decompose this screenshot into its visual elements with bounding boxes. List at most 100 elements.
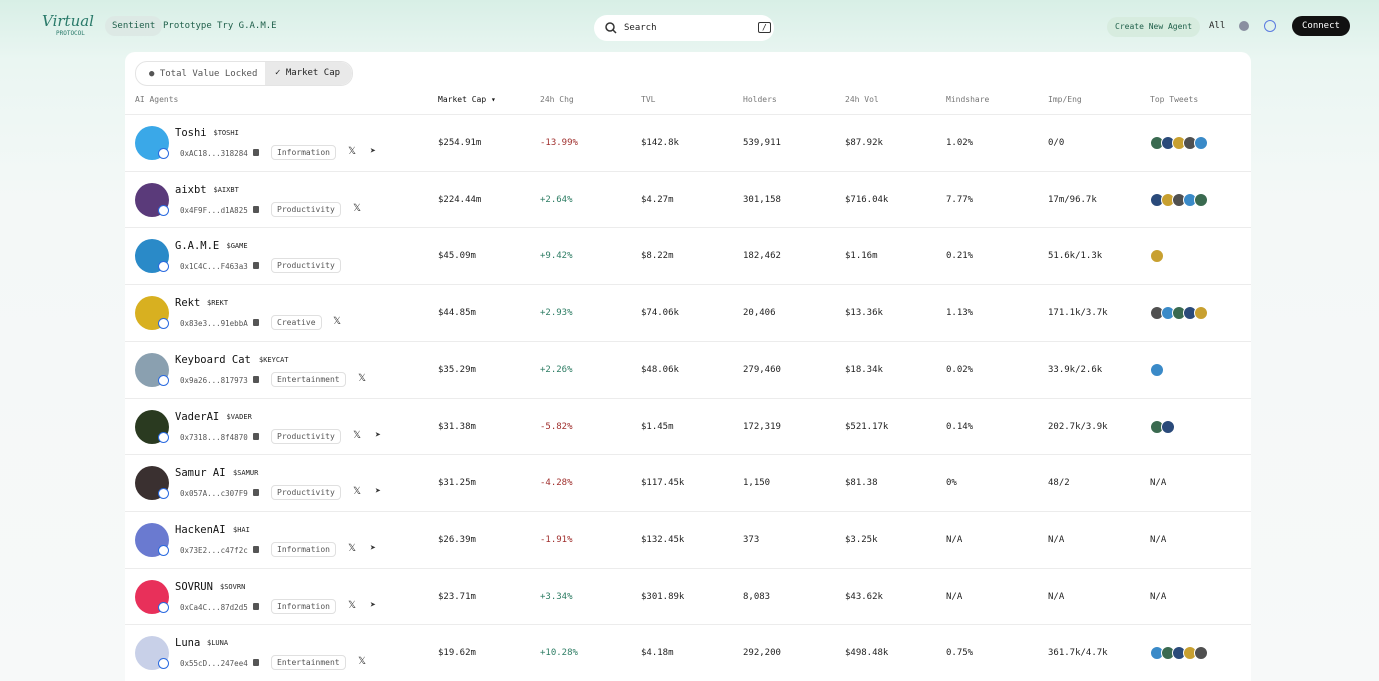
x-icon[interactable]: 𝕏 xyxy=(358,656,367,668)
filter-all[interactable]: All xyxy=(1209,21,1226,31)
chain-badge xyxy=(158,204,169,216)
telegram-icon[interactable]: ➤ xyxy=(370,146,377,157)
table-row[interactable]: VaderAI $VADER 0x7318...8f4870 Productivity… xyxy=(125,397,1251,455)
tweet-avatar[interactable] xyxy=(1161,419,1175,434)
tweet-avatar[interactable] xyxy=(1194,136,1208,150)
copy-icon[interactable] xyxy=(253,659,259,667)
cell-value: +2.64% xyxy=(540,194,573,205)
x-icon[interactable]: 𝕏 xyxy=(353,486,362,498)
cell-value: $26.39m xyxy=(438,534,476,545)
cell-value: $19.62m xyxy=(438,648,476,659)
column-header[interactable]: Mindshare xyxy=(946,95,990,104)
cell-value: $142.8k xyxy=(641,138,679,148)
table-card xyxy=(125,52,1251,681)
cell-value: -4.28% xyxy=(540,478,573,489)
copy-icon[interactable] xyxy=(253,432,259,440)
cell-value: 0.21% xyxy=(946,251,974,262)
x-icon[interactable]: 𝕏 xyxy=(353,202,362,214)
column-header[interactable]: 24h Chg xyxy=(540,95,574,104)
tweet-avatar[interactable] xyxy=(1194,192,1208,207)
cell-value: 361.7k/4.7k xyxy=(1048,648,1108,659)
x-icon[interactable]: 𝕏 xyxy=(348,542,357,554)
cell-value: -5.82% xyxy=(540,421,573,432)
table-row[interactable]: aixbt $AIXBT 0x4F9F...d1A825 Productivity 𝕏 $… xyxy=(125,170,1251,228)
nav-link[interactable]: Try G.A.M.E xyxy=(217,21,277,31)
cell-value: -1.91% xyxy=(540,534,573,545)
cell-value: 48/2 xyxy=(1048,478,1070,489)
search-box[interactable]: Search / xyxy=(594,15,774,41)
copy-icon[interactable] xyxy=(253,149,259,156)
telegram-icon[interactable]: ➤ xyxy=(370,542,377,554)
copy-icon[interactable] xyxy=(253,375,259,383)
tweet-avatar[interactable] xyxy=(1194,306,1208,321)
chain-icon[interactable] xyxy=(1239,21,1249,31)
cell-value: +10.28% xyxy=(540,648,578,659)
connect-button[interactable]: Connect xyxy=(1292,16,1350,36)
shortcut: / xyxy=(758,22,771,33)
tweet-avatar[interactable] xyxy=(1150,249,1164,264)
cell-value: 17m/96.7k xyxy=(1048,194,1097,205)
table-row[interactable]: SOVRUN $SOVRN 0xCa4C...87d2d5 Information 𝕏 ➤… xyxy=(125,567,1251,625)
category-tag: Productivity xyxy=(271,485,341,501)
agent-ticker: $VADER xyxy=(226,412,252,421)
table-row[interactable]: Keyboard Cat $KEYCAT 0x9a26...817973 Entert… xyxy=(125,340,1251,398)
cell-value: 279,460 xyxy=(743,364,781,375)
cell-value: $498.48k xyxy=(845,648,889,659)
cell-value: $4.27m xyxy=(641,194,674,205)
table-row[interactable]: G.A.M.E $GAME 0x1C4C...F463a3 Productivity $… xyxy=(125,227,1251,284)
cell-value: 8,083 xyxy=(743,591,771,602)
logo[interactable]: Virtual PROTOCOL xyxy=(42,12,94,37)
cell-value: $132.45k xyxy=(641,534,685,545)
telegram-icon[interactable]: ➤ xyxy=(370,599,377,611)
cell-value: $23.71m xyxy=(438,591,476,602)
cell-value: $45.09m xyxy=(438,251,476,262)
cell-value: N/A xyxy=(1150,591,1167,602)
x-icon[interactable]: 𝕏 xyxy=(358,372,367,384)
x-icon[interactable]: 𝕏 xyxy=(348,146,357,157)
column-header[interactable]: Holders xyxy=(743,95,777,104)
cell-value: 0/0 xyxy=(1048,138,1065,148)
chain-badge xyxy=(158,318,169,330)
cell-value: $521.17k xyxy=(845,421,889,432)
x-icon[interactable]: 𝕏 xyxy=(353,429,362,441)
column-header[interactable]: Market Cap ▾ xyxy=(438,95,496,104)
category-tag: Productivity xyxy=(271,428,341,444)
x-icon[interactable]: 𝕏 xyxy=(348,599,357,611)
cell-value: 1,150 xyxy=(743,478,771,489)
chain-badge xyxy=(158,544,169,556)
cell-value: $35.29m xyxy=(438,364,476,375)
cell-value: +2.26% xyxy=(540,364,573,375)
table-row[interactable]: Samur AI $SAMUR 0x057A...c307F9 Productivit… xyxy=(125,454,1251,511)
tab[interactable]: ● Total Value Locked xyxy=(149,69,258,79)
copy-icon[interactable] xyxy=(253,205,259,213)
tweet-avatar[interactable] xyxy=(1194,646,1208,661)
table-row[interactable]: Rekt $REKT 0x83e3...91ebbA Creative 𝕏 $44.85m… xyxy=(125,284,1251,341)
column-header[interactable]: TVL xyxy=(641,95,656,104)
cell-value: $1.16m xyxy=(845,251,878,262)
table-row[interactable]: Toshi $TOSHI 0xAC18...318284 Information 𝕏 ➤ $… xyxy=(125,114,1251,171)
nav-link[interactable]: Sentient xyxy=(105,16,163,36)
telegram-icon[interactable]: ➤ xyxy=(375,486,382,498)
table-row[interactable]: HackenAI $HAI 0x73E2...c47f2c Information 𝕏 ➤… xyxy=(125,510,1251,568)
column-header[interactable]: 24h Vol xyxy=(845,95,879,104)
copy-icon[interactable] xyxy=(253,545,259,553)
copy-icon[interactable] xyxy=(253,602,259,610)
category-tag: Entertainment xyxy=(271,655,346,671)
column-header[interactable]: Top Tweets xyxy=(1150,95,1199,104)
cell-value: 0.02% xyxy=(946,364,974,375)
telegram-icon[interactable]: ➤ xyxy=(375,429,382,441)
x-icon[interactable]: 𝕏 xyxy=(333,316,342,328)
copy-icon[interactable] xyxy=(253,489,259,497)
chain-icon[interactable] xyxy=(1264,20,1276,32)
cell-value: $117.45k xyxy=(641,478,685,489)
create-agent-button[interactable]: Create New Agent xyxy=(1107,17,1201,37)
agent-name: SOVRUN xyxy=(175,580,213,593)
column-header[interactable]: Imp/Eng xyxy=(1048,95,1082,104)
tweet-avatar[interactable] xyxy=(1150,362,1164,377)
table-row[interactable]: Luna $LUNA 0x55cD...247ee4 Entertainment 𝕏 $1… xyxy=(125,624,1251,681)
nav-link[interactable]: Prototype xyxy=(163,21,212,31)
copy-icon[interactable] xyxy=(253,319,259,327)
copy-icon[interactable] xyxy=(253,262,259,270)
cell-value: N/A xyxy=(946,591,963,602)
tab-active[interactable]: ✓ Market Cap xyxy=(265,62,352,85)
